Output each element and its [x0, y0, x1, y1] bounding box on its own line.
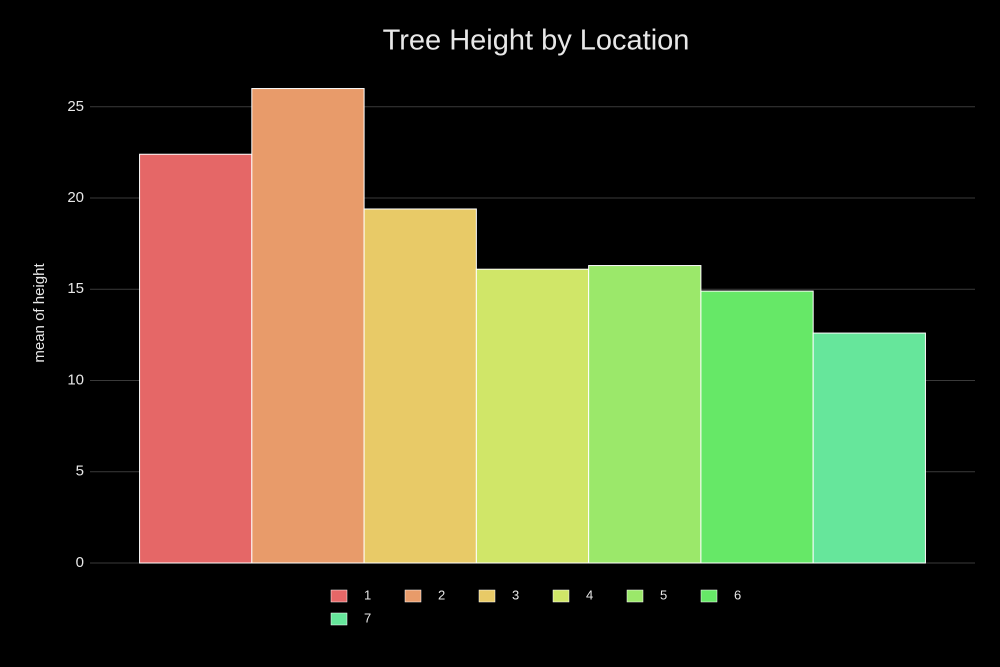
y-tick-label: 15	[67, 280, 84, 297]
bar	[251, 88, 365, 564]
legend-label[interactable]: 6	[734, 587, 741, 602]
legend-label[interactable]: 7	[364, 610, 371, 625]
bar	[139, 153, 253, 564]
legend-label[interactable]: 3	[512, 587, 519, 602]
legend-label[interactable]: 4	[586, 587, 593, 602]
legend-swatch[interactable]	[552, 589, 570, 603]
bar	[363, 208, 477, 564]
y-tick-label: 5	[76, 463, 84, 480]
y-tick-label: 10	[67, 371, 84, 388]
y-axis-title: mean of height	[31, 263, 48, 363]
y-tick-label: 25	[67, 98, 84, 115]
y-tick-label: 0	[76, 554, 84, 571]
y-tick-label: 20	[67, 189, 84, 206]
chart-title: Tree Height by Location	[383, 25, 690, 57]
legend-label[interactable]: 1	[364, 587, 371, 602]
legend-swatch[interactable]	[330, 612, 348, 626]
legend-swatch[interactable]	[626, 589, 644, 603]
legend-label[interactable]: 5	[660, 587, 667, 602]
legend-swatch[interactable]	[404, 589, 422, 603]
bar	[588, 265, 702, 564]
bar	[475, 268, 590, 564]
legend-swatch[interactable]	[478, 589, 496, 603]
legend-label[interactable]: 2	[438, 587, 445, 602]
legend-swatch[interactable]	[700, 589, 718, 603]
bar	[700, 290, 814, 564]
bar	[812, 332, 926, 564]
legend-swatch[interactable]	[330, 589, 348, 603]
